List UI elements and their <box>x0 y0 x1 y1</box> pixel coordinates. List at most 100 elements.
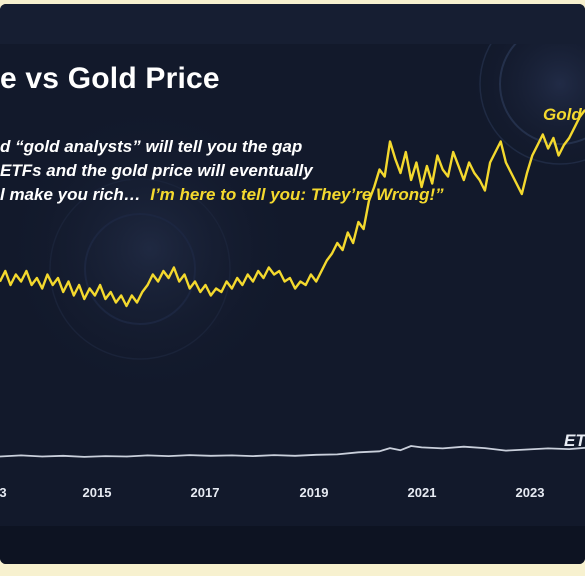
etf-line-point <box>336 453 338 455</box>
gold-price-line-point <box>62 291 64 293</box>
gold-price-line-point <box>204 284 207 286</box>
gold-price-line-point <box>347 231 349 234</box>
gold-price-line-point <box>173 266 175 269</box>
gold-price-line-point <box>452 151 454 153</box>
gold-price-line-point <box>131 294 133 297</box>
etf-line-point <box>0 455 1 458</box>
gold-price-line-point <box>89 287 91 290</box>
etf-line-point <box>20 454 22 456</box>
gold-price-line-point <box>226 280 228 283</box>
gold-price-line-point <box>415 161 417 164</box>
background-decoration <box>0 4 585 399</box>
gold-price-line-point <box>73 294 75 297</box>
gold-price-line-point <box>215 287 217 290</box>
etf-line-point <box>125 455 128 458</box>
gold-price-line-point <box>31 284 33 286</box>
bottom-bar <box>0 526 585 564</box>
gold-price-line-point <box>305 284 307 286</box>
gold-price-line-point <box>52 284 54 286</box>
gold-price-line-point <box>110 291 112 293</box>
gold-price-line-point <box>473 172 475 174</box>
etf-line-point <box>83 456 85 458</box>
gold-price-line-point <box>442 168 444 171</box>
gold-price-line-point <box>162 270 164 272</box>
gold-price-line-point <box>99 284 101 286</box>
gold-price-line-point <box>505 161 507 164</box>
gold-price-line-point <box>421 186 423 188</box>
gold-price-line-point <box>57 277 59 279</box>
gold-price-line-point <box>294 287 296 290</box>
etf-line-point <box>168 455 170 457</box>
quote-line-3: l make you rich… I’m here to tell you: T… <box>0 183 444 207</box>
price-chart: 3 2015 2017 2019 2021 2023 <box>0 4 585 500</box>
gold-price-line-point <box>399 172 402 174</box>
gold-price-line-point <box>436 154 438 157</box>
gold-price-line-point <box>326 259 328 262</box>
gold-price-line-point <box>368 200 370 202</box>
gold-price-line-point <box>20 280 22 283</box>
gold-price-line-point <box>500 140 502 143</box>
etf-line-point <box>62 455 64 457</box>
gold-price-line-point <box>357 221 359 223</box>
etf-line-point <box>568 448 570 450</box>
gold-price-line-point <box>104 298 106 300</box>
gold-price-line-point <box>526 172 528 174</box>
etf-line-point <box>526 448 528 451</box>
gold-price-line-point <box>568 137 570 139</box>
gold-price-line-point <box>147 284 149 286</box>
gold-price-line-point <box>320 270 323 272</box>
gold-price-line-point <box>46 273 49 276</box>
etf-line-point <box>273 454 275 456</box>
gold-price-line-point <box>83 298 85 300</box>
quote-line-2: ETFs and the gold price will eventually <box>0 161 313 180</box>
etf-line-point <box>410 445 412 447</box>
gold-price-line-point <box>489 161 491 164</box>
gold-price-line-point <box>457 165 460 167</box>
etf-line-point <box>189 454 191 456</box>
chart-panel: 3 2015 2017 2019 2021 2023 e vs Gold Price d … <box>0 4 585 564</box>
etf-line-point <box>252 455 254 457</box>
gold-price-line-point <box>0 280 1 283</box>
gold-price-line-point <box>468 161 470 164</box>
etf-line-point <box>104 455 106 457</box>
x-axis-ticks: 3 2015 2017 2019 2021 2023 <box>0 485 544 500</box>
gold-price-line-point <box>378 168 381 171</box>
gold-price-line-point <box>352 242 354 244</box>
gold-price-line-point <box>431 182 433 185</box>
x-tick-label: 2023 <box>516 485 545 500</box>
etf-line-point <box>484 447 486 449</box>
gold-price-line-point <box>136 301 138 304</box>
gold-price-line-point <box>178 280 180 283</box>
gold-price-line-point <box>289 277 291 279</box>
gold-price-line-point <box>199 291 201 293</box>
gold-price-line-point <box>247 273 249 276</box>
etf-line-point <box>210 455 212 457</box>
etf-series <box>0 445 585 458</box>
gold-price-line-point <box>405 151 407 153</box>
etf-line-point <box>147 454 149 456</box>
gold-price-line-point <box>262 277 265 279</box>
chart-title: e vs Gold Price <box>0 62 220 95</box>
gold-price-line-point <box>463 179 465 181</box>
gold-price-line-point <box>257 270 259 272</box>
etf-line-point <box>399 449 402 451</box>
etf-line-point <box>442 447 444 449</box>
etf-line-point <box>357 451 359 453</box>
gold-price-line-point <box>573 126 576 129</box>
gold-price-line-point <box>241 284 243 286</box>
etf-line-point <box>421 446 423 448</box>
gold-price-line-point <box>542 133 544 136</box>
gold-price-line-point <box>236 277 238 279</box>
gold-price-line-point <box>252 280 254 283</box>
gold-price-line-point <box>268 266 270 269</box>
gold-price-line-point <box>531 154 533 157</box>
legend-gold-label: Gold <box>543 105 582 124</box>
quote-line-3-white: l make you rich… <box>0 185 141 204</box>
gold-price-line-point <box>115 301 117 304</box>
gold-price-line-point <box>310 273 312 276</box>
etf-line-point <box>294 455 296 457</box>
gold-price-line-point <box>25 270 27 272</box>
gold-price-line-point <box>41 287 43 290</box>
gold-price-line-point <box>579 116 581 118</box>
gold-price-line-point <box>537 144 539 146</box>
